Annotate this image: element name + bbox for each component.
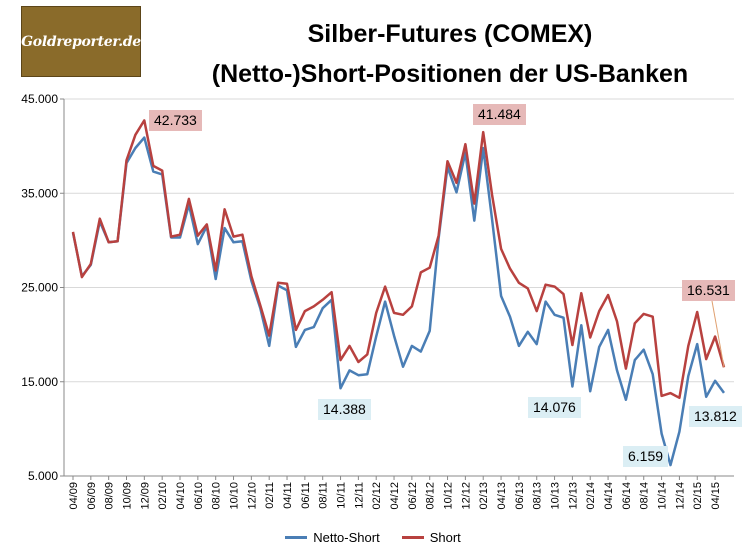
legend-label-netto-short: Netto-Short bbox=[313, 530, 380, 545]
series-line-netto-short bbox=[71, 136, 726, 467]
chart-subtitle: (Netto-)Short-Positionen der US-Banken bbox=[211, 60, 689, 88]
x-tick-label: 06/12 bbox=[407, 482, 419, 510]
x-tick-label: 04/15 bbox=[710, 482, 722, 510]
legend: Netto-Short Short bbox=[0, 530, 746, 545]
callout-netto-low-2011: 14.388 bbox=[318, 399, 371, 420]
logo-text: Goldreporter.de bbox=[21, 33, 141, 50]
x-tick-label: 10/14 bbox=[657, 482, 669, 510]
x-tick-label: 08/13 bbox=[532, 482, 544, 510]
x-tick-label: 12/09 bbox=[139, 482, 151, 510]
x-tick-label: 04/12 bbox=[389, 482, 401, 510]
x-tick-label: 02/15 bbox=[692, 482, 704, 510]
x-tick-label: 04/09 bbox=[68, 482, 80, 510]
y-axis: 5.000 15.000 25.000 35.000 45.000 bbox=[21, 92, 65, 483]
x-tick-label: 12/11 bbox=[353, 482, 365, 509]
legend-label-short: Short bbox=[429, 530, 461, 545]
x-tick-label: 06/09 bbox=[86, 482, 98, 510]
x-tick-label: 08/11 bbox=[318, 482, 330, 509]
y-tick-label: 5.000 bbox=[28, 469, 58, 483]
x-tick-label: 06/14 bbox=[621, 482, 633, 510]
y-tick-label: 25.000 bbox=[21, 281, 58, 295]
legend-swatch-short bbox=[401, 536, 424, 539]
x-tick-label: 10/13 bbox=[550, 482, 562, 510]
x-tick-label: 12/10 bbox=[246, 482, 258, 510]
x-tick-label: 10/11 bbox=[336, 482, 348, 509]
callout-short-peak-2009: 42.733 bbox=[149, 110, 202, 131]
x-tick-label: 04/11 bbox=[282, 482, 294, 509]
x-tick-label: 04/14 bbox=[603, 482, 615, 510]
y-tick-label: 35.000 bbox=[21, 186, 58, 200]
legend-swatch-netto bbox=[285, 536, 308, 539]
x-tick-label: 02/14 bbox=[585, 482, 597, 510]
x-tick-label: 12/13 bbox=[567, 482, 579, 510]
legend-item-short: Short bbox=[401, 530, 461, 545]
x-tick-label: 04/10 bbox=[175, 482, 187, 510]
y-tick-label: 15.000 bbox=[21, 375, 58, 389]
x-tick-label: 08/09 bbox=[104, 482, 116, 510]
x-tick-label: 08/14 bbox=[639, 482, 651, 510]
x-tick-label: 06/10 bbox=[193, 482, 205, 510]
x-tick-label: 08/10 bbox=[211, 482, 223, 510]
x-tick-label: 10/10 bbox=[229, 482, 241, 510]
callout-netto-low-2013: 14.076 bbox=[528, 397, 581, 418]
x-tick-label: 12/12 bbox=[460, 482, 472, 510]
x-tick-label: 04/13 bbox=[496, 482, 508, 510]
legend-item-netto-short: Netto-Short bbox=[285, 530, 380, 545]
gridlines bbox=[64, 98, 734, 383]
logo: Goldreporter.de bbox=[21, 6, 141, 77]
x-tick-label: 10/12 bbox=[443, 482, 455, 510]
callout-netto-latest: 13.812 bbox=[689, 406, 742, 427]
callout-leader-line bbox=[711, 300, 725, 368]
x-tick-label: 02/13 bbox=[478, 482, 490, 510]
x-tick-label: 06/11 bbox=[300, 482, 312, 509]
chart-title: Silber-Futures (COMEX) bbox=[307, 20, 593, 48]
callout-short-latest: 16.531 bbox=[682, 280, 735, 301]
x-tick-label: 02/10 bbox=[157, 482, 169, 510]
x-tick-label: 02/11 bbox=[264, 482, 276, 509]
x-tick-label: 06/13 bbox=[514, 482, 526, 510]
callout-netto-low-2014: 6.159 bbox=[623, 446, 669, 467]
x-tick-label: 10/09 bbox=[122, 482, 134, 510]
y-tick-label: 45.000 bbox=[21, 92, 58, 106]
series-line-short bbox=[71, 119, 726, 400]
x-tick-label: 08/12 bbox=[425, 482, 437, 510]
callout-short-peak-2013: 41.484 bbox=[473, 104, 526, 125]
x-axis: 04/09 06/09 08/09 10/09 12/09 02/10 04/10 06/10… bbox=[64, 475, 734, 510]
x-tick-label: 12/14 bbox=[674, 482, 686, 510]
series-lines bbox=[71, 119, 726, 467]
x-tick-label: 02/12 bbox=[371, 482, 383, 510]
